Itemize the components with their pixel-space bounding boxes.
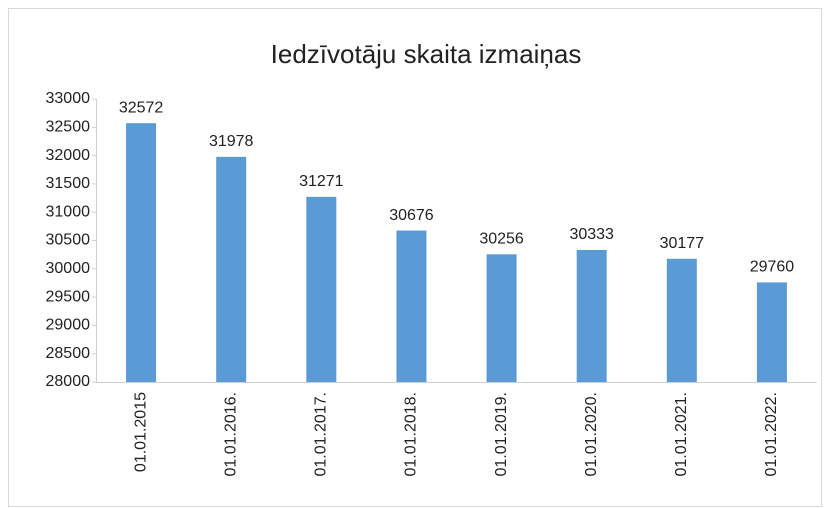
x-tick-label: 01.01.2022. [763, 392, 780, 477]
x-tick-label: 01.01.2020. [583, 392, 600, 477]
data-label: 30333 [569, 226, 614, 243]
y-tick-label: 33000 [46, 90, 91, 107]
x-tick-label: 01.01.2019. [493, 392, 510, 477]
bar [396, 230, 427, 382]
bar [486, 254, 517, 382]
bar [126, 123, 157, 383]
data-label: 29760 [750, 259, 795, 276]
y-tick-label: 28000 [46, 373, 91, 390]
data-label: 31271 [299, 173, 344, 190]
x-tick-label: 01.01.2015 [132, 392, 149, 472]
data-label: 30256 [479, 231, 524, 248]
data-label: 30676 [389, 207, 434, 224]
y-tick-label: 31500 [46, 175, 91, 192]
x-tick-label: 01.01.2021. [673, 392, 690, 477]
y-tick-label: 31000 [46, 203, 91, 220]
bar [756, 282, 787, 382]
bar [576, 249, 607, 382]
x-tick-label: 01.01.2018. [403, 392, 420, 477]
bar [666, 258, 697, 382]
y-tick-label: 32500 [46, 119, 91, 136]
bar [306, 196, 337, 382]
y-tick-label: 29000 [46, 317, 91, 334]
y-tick-label: 30000 [46, 260, 91, 277]
x-tick-label: 01.01.2016. [222, 392, 239, 477]
x-tick-label: 01.01.2017. [313, 392, 330, 477]
y-tick-label: 32000 [46, 147, 91, 164]
y-tick-label: 28500 [46, 345, 91, 362]
data-label: 31978 [209, 133, 254, 150]
data-label: 30177 [660, 235, 705, 252]
data-label: 32572 [119, 99, 164, 116]
chart-title: Iedzīvotāju skaita izmaiņas [271, 39, 582, 69]
y-tick-label: 29500 [46, 288, 91, 305]
bar [216, 156, 247, 382]
y-tick-label: 30500 [46, 232, 91, 249]
